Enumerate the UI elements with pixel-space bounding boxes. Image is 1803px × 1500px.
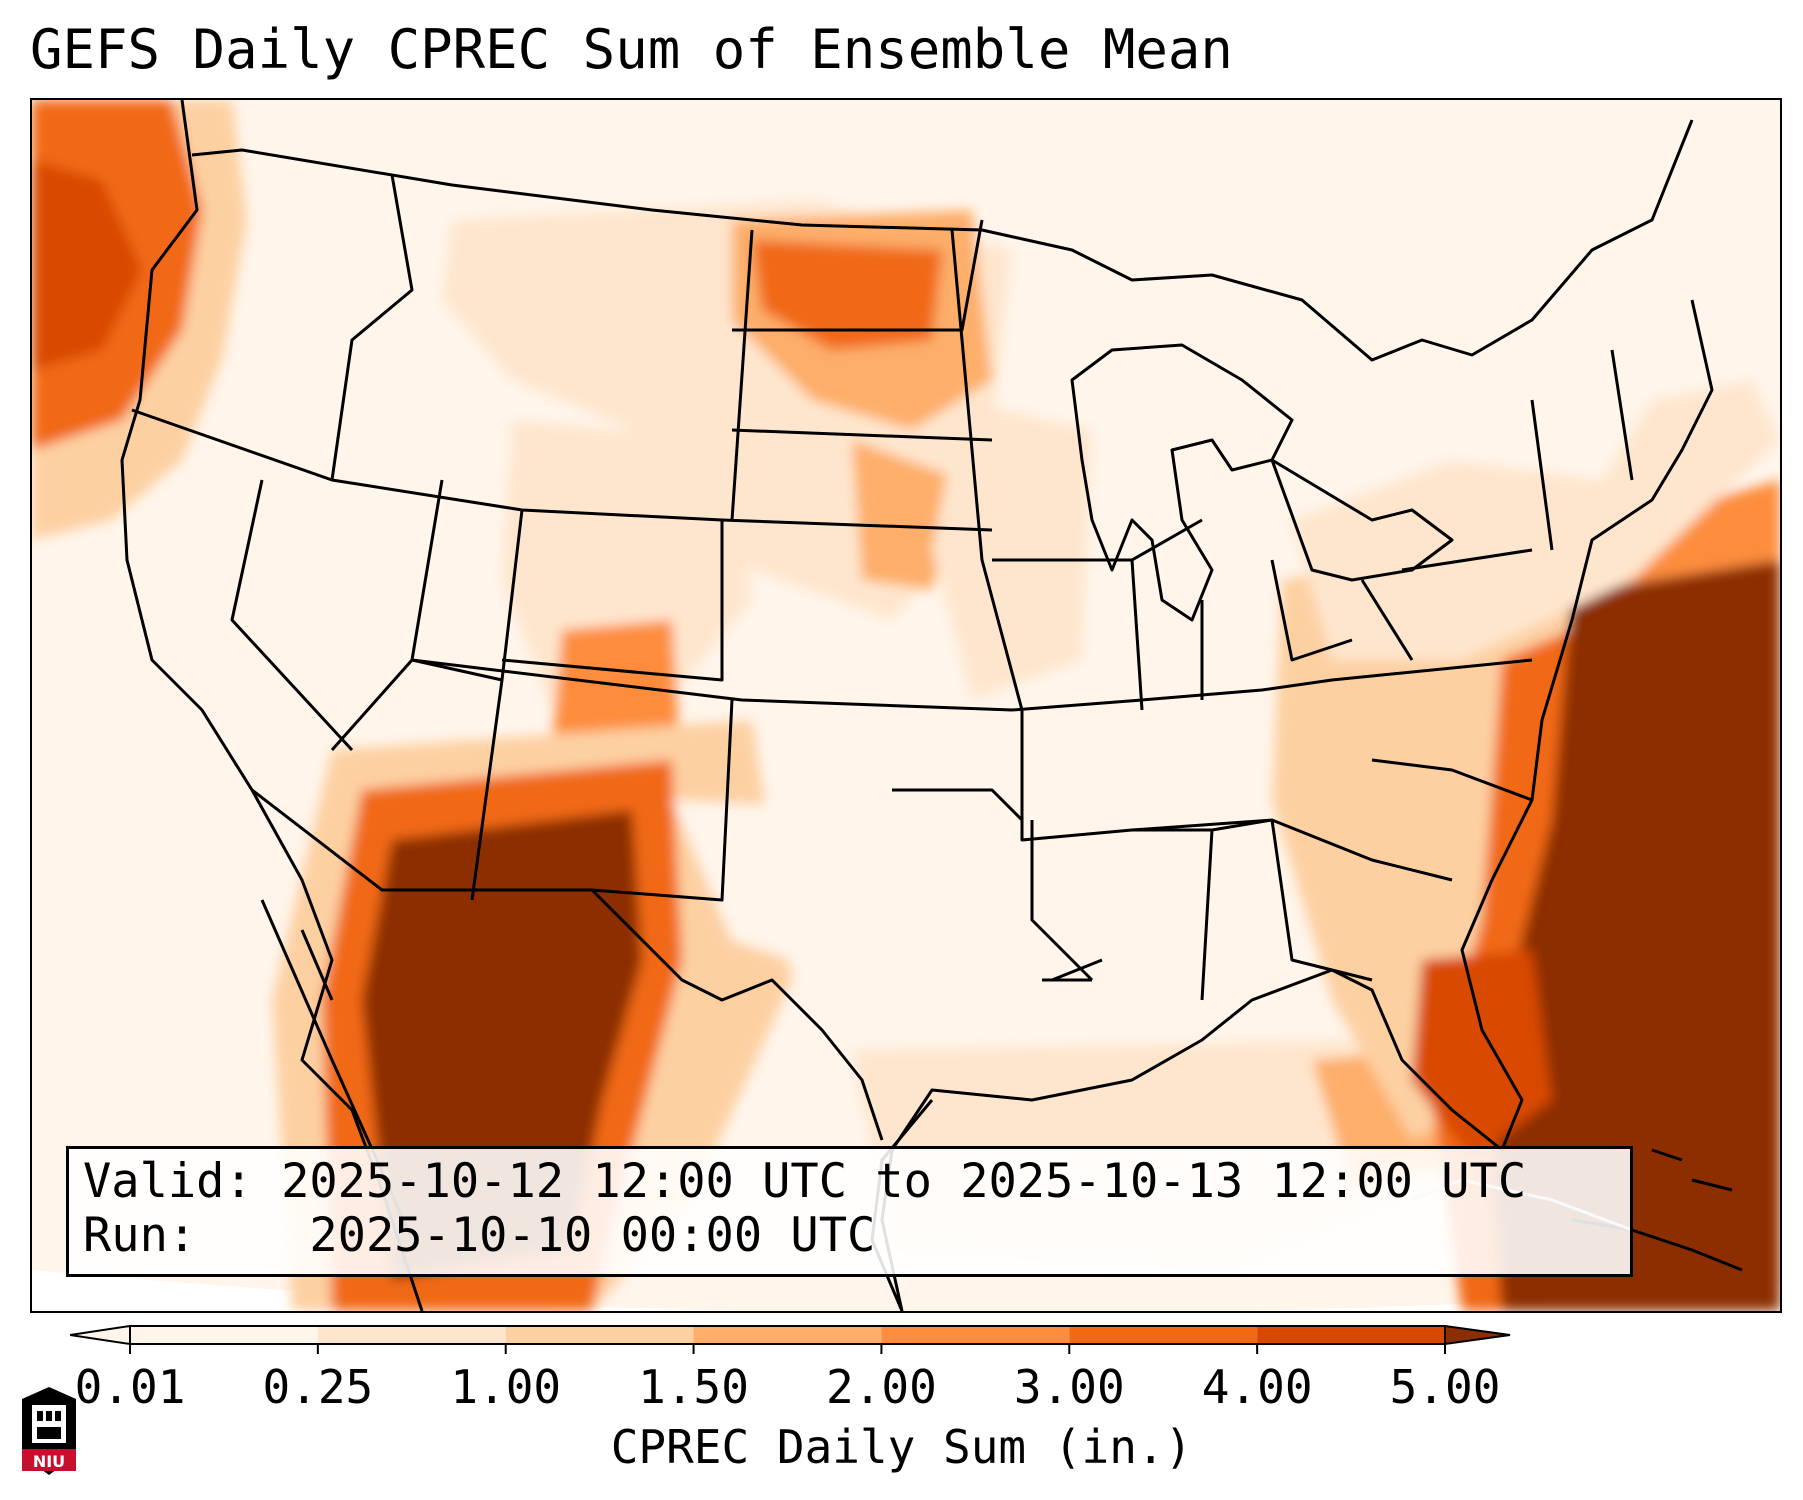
precip-florida-mid: [1412, 950, 1552, 1160]
colorbar-tick-label: 1.50: [638, 1360, 749, 1414]
plot-title: GEFS Daily CPREC Sum of Ensemble Mean: [30, 18, 1233, 81]
great-lakes: [1070, 343, 1454, 622]
colorbar-tick-label: 5.00: [1389, 1360, 1501, 1414]
precip-texas-light: [672, 800, 1032, 980]
precip-shading: [32, 100, 1780, 1311]
colorbar-segment: [1069, 1326, 1258, 1344]
colorbar-segment: [881, 1326, 1070, 1344]
niu-logo-text: NIU: [33, 1452, 65, 1471]
colorbar-segment: [693, 1326, 882, 1344]
colorbar-tick-label: 1.00: [450, 1360, 562, 1414]
precip-northeast-light: [1292, 380, 1780, 660]
colorbar-segment: [130, 1326, 318, 1344]
colorbar-extend-min: [70, 1324, 131, 1346]
niu-logo: NIU: [22, 1387, 76, 1475]
run-value: 2025-10-10 00:00 UTC: [309, 1208, 876, 1263]
west-coastline: [120, 100, 424, 1311]
valid-row: Valid: 2025-10-12 12:00 UTC to 2025-10-1…: [83, 1155, 1616, 1209]
colorbar-ticks: [129, 1344, 1446, 1354]
canada-border: [191, 119, 1694, 362]
precip-pacific-nw-heavy: [32, 160, 142, 370]
precip-north-plains-heavy: [752, 240, 942, 350]
run-label: Run:: [83, 1208, 197, 1263]
valid-label: Valid:: [83, 1154, 253, 1209]
colorbar-segment: [505, 1326, 694, 1344]
run-row: Run: 2025-10-10 00:00 UTC: [83, 1209, 1616, 1263]
colorbar: [70, 1324, 1511, 1354]
state-lines: [131, 174, 1634, 1001]
colorbar-outline: [129, 1325, 1446, 1345]
precip-upper-midwest-light: [932, 400, 1092, 700]
colorbar-tick-label: 0.01: [74, 1360, 186, 1414]
colorbar-tick-label: 3.00: [1013, 1360, 1125, 1414]
colorbar-tick-label: 0.25: [262, 1360, 374, 1414]
colorbar-tick-label: 2.00: [826, 1360, 937, 1414]
precip-atlantic-heavy: [1492, 560, 1780, 1311]
precipitation-map: [32, 100, 1780, 1311]
colorbar-extend-max: [1444, 1324, 1511, 1346]
map-panel: [30, 98, 1782, 1313]
colorbar-segment: [1257, 1326, 1445, 1344]
mexico-border: [251, 788, 884, 1141]
valid-value: 2025-10-12 12:00 UTC to 2025-10-13 12:00…: [281, 1154, 1527, 1209]
validity-info-box: Valid: 2025-10-12 12:00 UTC to 2025-10-1…: [66, 1146, 1633, 1277]
colorbar-tick-label: 4.00: [1201, 1360, 1313, 1414]
colorbar-label: CPREC Daily Sum (in.): [610, 1420, 1193, 1474]
colorbar-segment: [317, 1326, 506, 1344]
colorbar-segments: [70, 1324, 1511, 1346]
